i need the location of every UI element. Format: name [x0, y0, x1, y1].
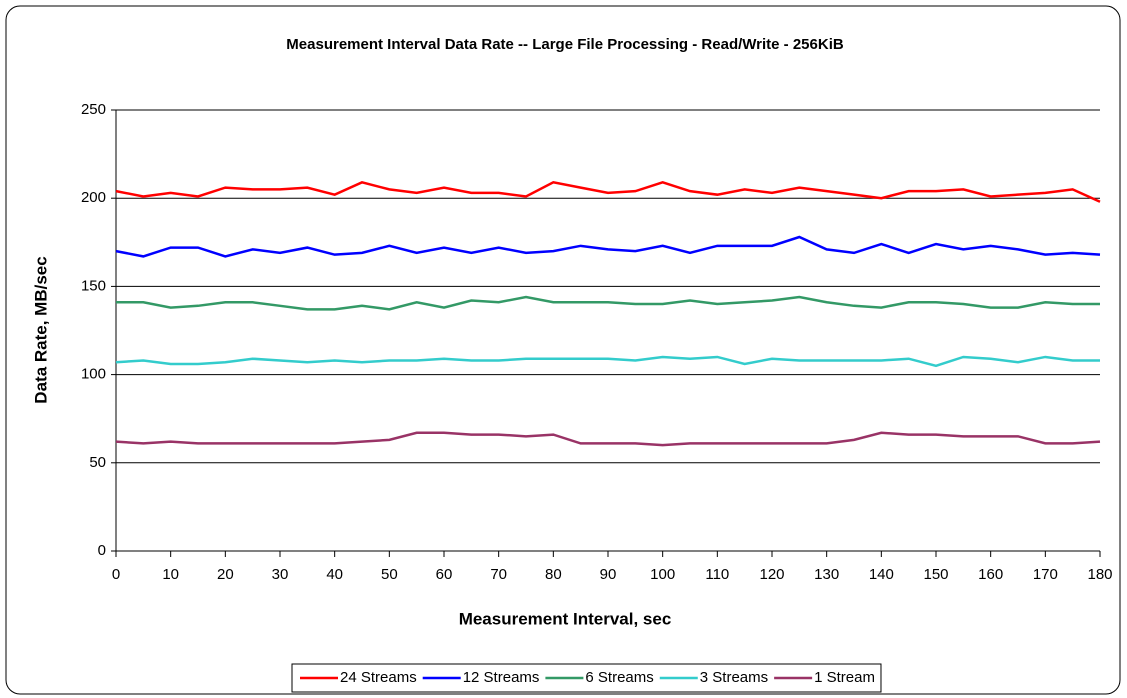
y-tick-label: 200 — [81, 189, 106, 206]
x-tick-label: 170 — [1033, 566, 1058, 583]
x-tick-label: 80 — [545, 566, 562, 583]
y-tick-label: 250 — [81, 101, 106, 118]
legend-label: 24 Streams — [340, 669, 417, 686]
x-tick-label: 140 — [869, 566, 894, 583]
y-tick-label: 50 — [89, 454, 106, 471]
series-line — [115, 431, 1101, 447]
legend: 24 Streams 12 Streams 6 Streams 3 Streams 1 … — [291, 663, 882, 693]
x-axis-label: Measurement Interval, sec — [459, 609, 672, 628]
x-tick-label: 110 — [705, 566, 729, 583]
legend-label: 3 Streams — [700, 669, 768, 686]
legend-label: 6 Streams — [585, 669, 653, 686]
legend-label: 12 Streams — [463, 669, 540, 686]
x-tick-label: 50 — [381, 566, 398, 583]
y-tick-label: 100 — [81, 366, 106, 383]
series-line — [115, 355, 1100, 368]
x-tick-label: 180 — [1087, 566, 1112, 583]
series-line — [116, 295, 1100, 311]
x-tick-label: 100 — [650, 566, 675, 583]
chart-title: Measurement Interval Data Rate -- Large … — [286, 36, 844, 53]
x-tick-label: 0 — [112, 566, 120, 583]
x-tick-label: 10 — [162, 566, 179, 583]
y-axis-label: Data Rate, MB/sec — [31, 256, 50, 403]
legend-label: 1 Stream — [814, 669, 875, 686]
x-tick-label: 160 — [978, 566, 1003, 583]
x-tick-label: 30 — [272, 566, 289, 583]
y-tick-label: 0 — [98, 542, 106, 559]
x-tick-label: 90 — [600, 566, 617, 583]
x-tick-label: 150 — [923, 566, 948, 583]
x-tick-label: 120 — [759, 566, 784, 583]
x-tick-label: 130 — [814, 566, 839, 583]
chart-border — [5, 5, 1121, 695]
y-tick-label: 150 — [81, 277, 106, 294]
x-tick-label: 40 — [326, 566, 343, 583]
x-tick-label: 60 — [436, 566, 453, 583]
x-tick-label: 70 — [490, 566, 507, 583]
series-line — [115, 181, 1101, 203]
series-line — [115, 235, 1101, 258]
x-tick-label: 20 — [217, 566, 234, 583]
